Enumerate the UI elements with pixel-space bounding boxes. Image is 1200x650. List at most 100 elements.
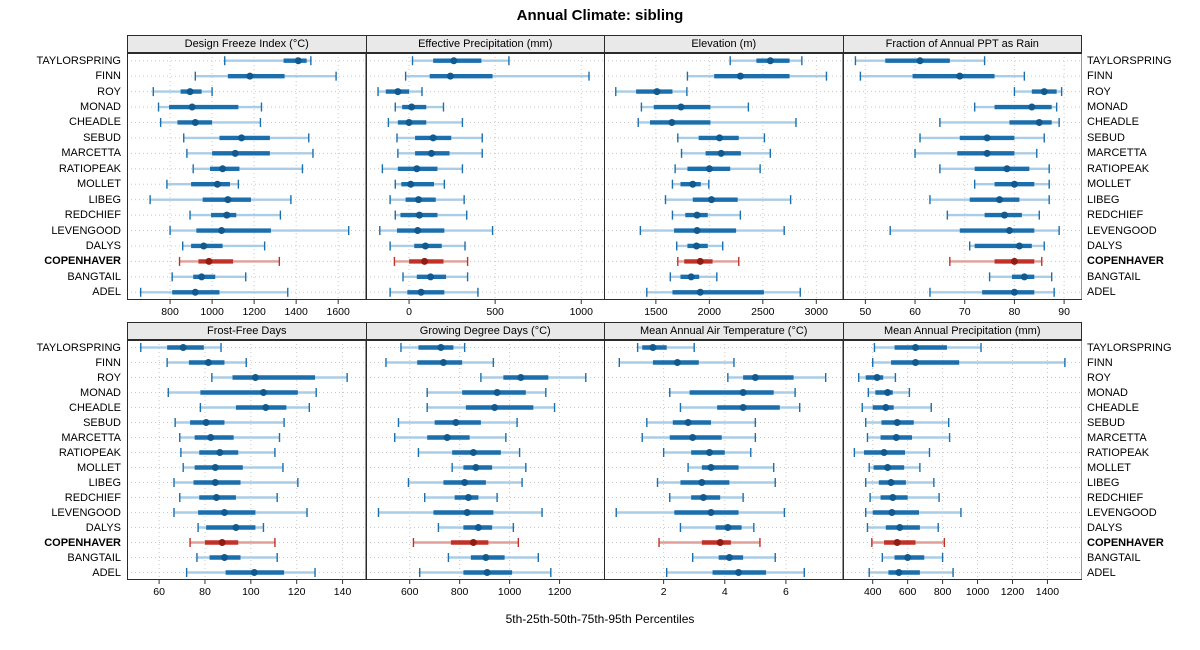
median-dot xyxy=(1000,211,1008,219)
series-sebud xyxy=(918,133,1045,143)
tick-label: 80 xyxy=(199,586,211,598)
strip-mean-annual-air-temperature-c: Mean Annual Air Temperature (°C) xyxy=(604,322,844,340)
median-dot xyxy=(469,449,477,456)
tick-label: 60 xyxy=(153,586,165,598)
axis-caption: 5th-25th-50th-75th-95th Percentiles xyxy=(505,612,695,626)
median-dot xyxy=(294,57,302,65)
series-roy xyxy=(615,87,688,97)
series-adel xyxy=(646,287,801,297)
median-dot xyxy=(483,569,491,576)
series-dalys xyxy=(437,523,514,532)
series-redchief xyxy=(671,210,742,220)
panel-mean-annual-precipitation-mm xyxy=(842,340,1082,580)
strip-label: Effective Precipitation (mm) xyxy=(418,38,553,50)
tick-label: 6 xyxy=(783,586,789,598)
series-sebud xyxy=(174,418,285,427)
median-dot xyxy=(916,57,924,65)
series-sebud xyxy=(397,418,518,427)
strip-label: Mean Annual Air Temperature (°C) xyxy=(640,325,808,337)
median-dot xyxy=(220,509,228,516)
series-libeg xyxy=(149,195,292,205)
median-dot xyxy=(698,479,706,486)
median-dot xyxy=(213,180,221,188)
tick-label: 70 xyxy=(958,306,970,318)
median-dot xyxy=(1035,118,1043,126)
series-cheadle xyxy=(159,117,262,127)
station-label-left-libeg: LIBEG xyxy=(88,476,121,489)
median-dot xyxy=(451,419,459,426)
station-label-right-libeg: LIBEG xyxy=(1087,193,1120,206)
tick-label: 80 xyxy=(1008,306,1020,318)
series-adel xyxy=(139,287,289,297)
station-label-right-dalys: DALYS xyxy=(1087,521,1123,534)
series-copenhaver xyxy=(393,256,468,266)
gridlines xyxy=(842,340,1081,580)
median-dot xyxy=(246,72,254,80)
tick-label: 800 xyxy=(933,586,951,598)
station-label-left-monad: MONAD xyxy=(80,386,121,399)
series-levengood xyxy=(377,508,543,517)
median-dot xyxy=(716,539,724,546)
station-label-left-redchief: REDCHIEF xyxy=(64,491,121,504)
station-label-left-roy: ROY xyxy=(97,371,121,384)
station-label-right-marcetta: MARCETTA xyxy=(1087,431,1147,444)
series-cheadle xyxy=(861,403,932,412)
series-mollet xyxy=(394,179,445,189)
series-finn xyxy=(618,358,735,367)
station-label-left-marcetta: MARCETTA xyxy=(61,431,121,444)
median-dot xyxy=(223,211,231,219)
tick-label: 800 xyxy=(161,306,179,318)
median-dot xyxy=(983,149,991,157)
median-dot xyxy=(205,257,213,265)
series-marcetta xyxy=(866,433,950,442)
median-dot xyxy=(412,165,420,173)
series-ratiopeak xyxy=(417,448,520,457)
median-dot xyxy=(420,257,428,265)
median-dot xyxy=(887,479,895,486)
series-roy xyxy=(211,373,348,382)
median-dot xyxy=(262,404,270,411)
series-sebud xyxy=(183,133,310,143)
strip-design-freeze-index-c: Design Freeze Index (°C) xyxy=(127,35,367,53)
median-dot xyxy=(751,374,759,381)
station-label-left-sebud: SEBUD xyxy=(83,416,121,429)
series-roy xyxy=(1013,87,1062,97)
median-dot xyxy=(238,134,246,142)
tick-label: 2 xyxy=(661,586,667,598)
gridlines xyxy=(604,340,843,580)
x-axis-design-freeze-index-c: 800 1000 1200 1400 1600 xyxy=(161,300,350,318)
chart-title: Annual Climate: sibling xyxy=(516,7,684,24)
median-dot xyxy=(186,88,194,96)
series-copenhaver xyxy=(412,538,519,547)
series-mollet xyxy=(166,179,240,189)
series-cheadle xyxy=(679,403,801,412)
series-adel xyxy=(665,568,805,577)
series-sebud xyxy=(395,133,483,143)
panel-effective-precipitation-mm xyxy=(365,53,605,300)
series-finn xyxy=(384,358,494,367)
median-dot xyxy=(893,539,901,546)
series-monad xyxy=(167,388,317,397)
series-levengood xyxy=(173,508,308,517)
strip-label: Fraction of Annual PPT as Rain xyxy=(885,38,1039,50)
series-dalys xyxy=(197,523,265,532)
median-dot xyxy=(739,404,747,411)
series-levengood xyxy=(889,226,1060,236)
tick-label: 90 xyxy=(1058,306,1070,318)
tick-label: 1400 xyxy=(284,306,308,318)
median-dot xyxy=(198,273,206,281)
median-dot xyxy=(707,196,715,204)
median-dot xyxy=(883,464,891,471)
series-adel xyxy=(418,568,552,577)
station-label-left-mollet: MOLLET xyxy=(76,178,121,191)
series-bangtail xyxy=(988,272,1052,282)
median-dot xyxy=(1027,103,1035,111)
strip-frost-free-days: Frost-Free Days xyxy=(127,322,367,340)
station-label-right-mollet: MOLLET xyxy=(1087,461,1132,474)
series-sebud xyxy=(677,133,766,143)
median-dot xyxy=(429,134,437,142)
series-copenhaver xyxy=(189,538,276,547)
panel-growing-degree-days-c xyxy=(365,340,605,580)
series-cheadle xyxy=(199,403,311,412)
trellis-plot: Design Freeze Index (°C) 800 1000 1200 1400 1… xyxy=(0,35,1200,600)
